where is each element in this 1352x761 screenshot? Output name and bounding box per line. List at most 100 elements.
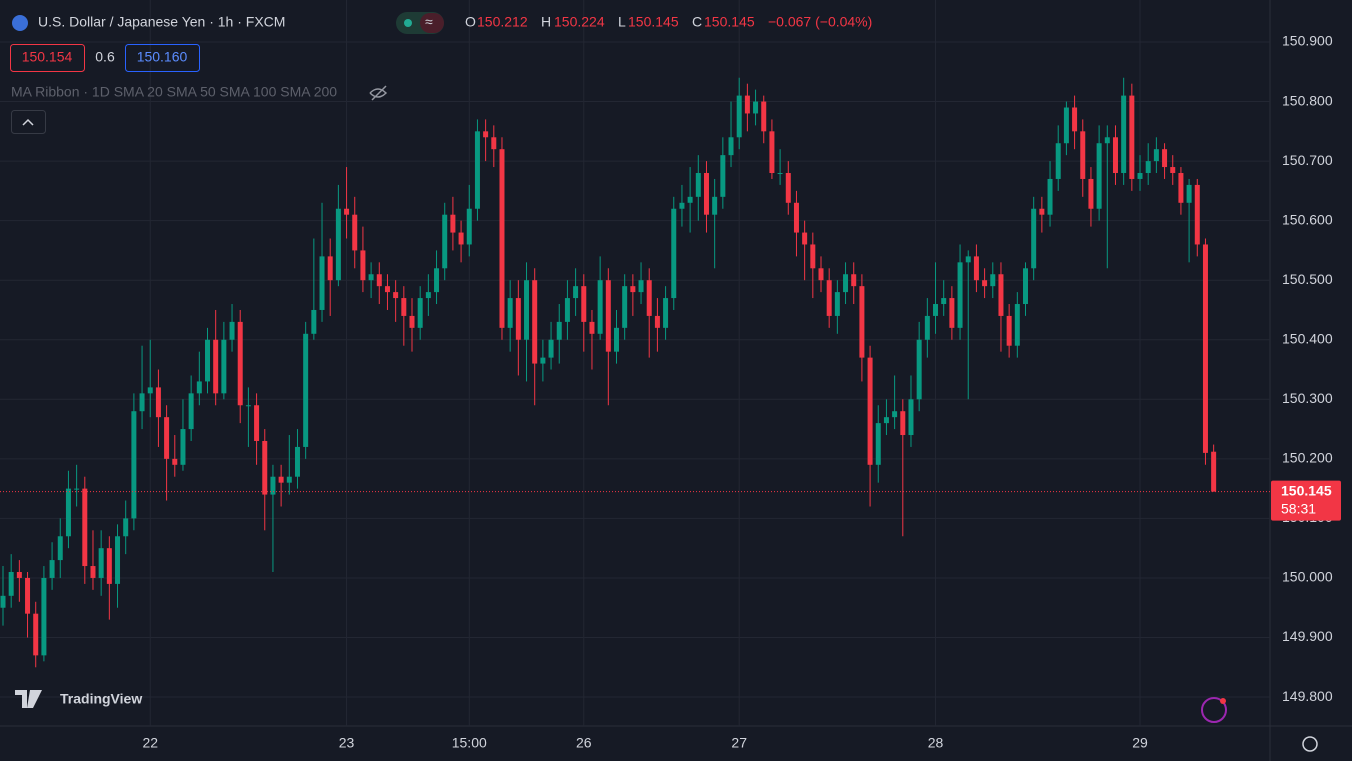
candle-body (638, 280, 644, 293)
candle-body (785, 173, 791, 203)
candle-body (499, 149, 505, 328)
candle-body (65, 488, 71, 537)
candle-body (973, 256, 979, 281)
candle-body (1153, 149, 1159, 162)
candle-body (1129, 95, 1135, 179)
candle-body (376, 274, 382, 287)
y-tick-label: 149.800 (1282, 688, 1333, 704)
candle-body (384, 286, 390, 293)
ask[interactable]: 150.160 (137, 49, 188, 65)
candle-body (245, 405, 251, 407)
candle-body (1145, 161, 1151, 174)
hide-icon[interactable] (369, 85, 388, 101)
candle-body (753, 101, 759, 114)
x-tick-label: 26 (576, 735, 592, 751)
candle-body (286, 476, 292, 483)
alert-pill (420, 13, 444, 33)
collapse-button[interactable] (11, 110, 46, 134)
y-tick-label: 150.600 (1282, 211, 1333, 227)
candle-body (335, 208, 341, 281)
candle-body (393, 292, 399, 299)
candle-body (425, 292, 431, 299)
change: −0.067 (−0.04%) (768, 14, 872, 30)
x-tick-label: 29 (1132, 735, 1148, 751)
flash-dot (1220, 698, 1226, 704)
l-key: L (618, 14, 626, 30)
candle-body (213, 339, 219, 394)
candle-body (1031, 208, 1037, 269)
candle-body (303, 333, 309, 447)
sell-box[interactable] (10, 44, 85, 72)
y-tick-label: 150.900 (1282, 33, 1333, 49)
candle-body (924, 315, 930, 340)
candle-body (360, 250, 366, 281)
candle-body (1006, 315, 1012, 346)
buy-box[interactable] (125, 44, 200, 72)
candle-body (532, 280, 538, 364)
candle-body (147, 387, 153, 394)
candle-body (695, 173, 701, 197)
candle-body (368, 274, 374, 281)
candle-body (908, 399, 914, 436)
candle-body (654, 315, 660, 328)
ohlc-legend: O 150.212 H 150.224 L 150.145 C 150.145 … (465, 14, 872, 30)
candle-body (663, 298, 669, 328)
candle-body (262, 440, 268, 495)
candle-body (548, 339, 554, 358)
candle-body (1121, 95, 1127, 174)
candle-body (82, 488, 88, 567)
candle-body (466, 208, 472, 245)
candle-body (1170, 167, 1176, 174)
candle-body (1039, 208, 1045, 215)
x-tick-label: 15:00 (452, 735, 487, 751)
y-tick-label: 150.500 (1282, 271, 1333, 287)
candle-body (900, 411, 906, 436)
candle-body (1137, 173, 1143, 179)
candle-body (1104, 137, 1110, 144)
candle-body (843, 274, 849, 293)
candle-body (434, 268, 440, 293)
l-value: 150.145 (628, 14, 679, 30)
flash-button[interactable] (1201, 697, 1227, 723)
candle-body (115, 536, 121, 584)
candle-body (1072, 107, 1078, 132)
bid[interactable]: 150.154 (22, 49, 73, 65)
candle-body (33, 613, 39, 656)
candle-body (998, 274, 1004, 316)
candle-body (1202, 244, 1208, 453)
candle-body (826, 280, 832, 316)
candle-body (188, 393, 194, 430)
candle-body (1088, 178, 1094, 209)
x-tick-label: 28 (928, 735, 944, 751)
candle-body (0, 595, 6, 608)
candle-body (1055, 143, 1061, 179)
candle-body (712, 196, 718, 215)
candle-body (614, 327, 619, 352)
candle-body (859, 286, 865, 358)
candle-body (867, 357, 873, 465)
candle-body (581, 286, 587, 322)
candles (0, 77, 1217, 668)
candle-body (90, 566, 96, 578)
candle-body (442, 214, 448, 269)
candle-body (671, 208, 677, 299)
candle-body (630, 286, 636, 293)
candle-body (229, 321, 235, 340)
candle-body (769, 131, 775, 174)
y-tick-label: 150.800 (1282, 92, 1333, 108)
candle-body (990, 274, 996, 287)
candle-body (818, 268, 824, 281)
candle-body (875, 423, 881, 465)
candle-body (327, 256, 333, 281)
candle-body (417, 298, 423, 328)
settings-icon[interactable] (1302, 736, 1318, 752)
candle-body (949, 298, 955, 328)
candle-body (728, 137, 734, 156)
candle-body (74, 488, 80, 490)
candle-body (123, 518, 129, 537)
countdown: 58:31 (1281, 500, 1316, 516)
y-tick-label: 150.300 (1282, 390, 1333, 406)
